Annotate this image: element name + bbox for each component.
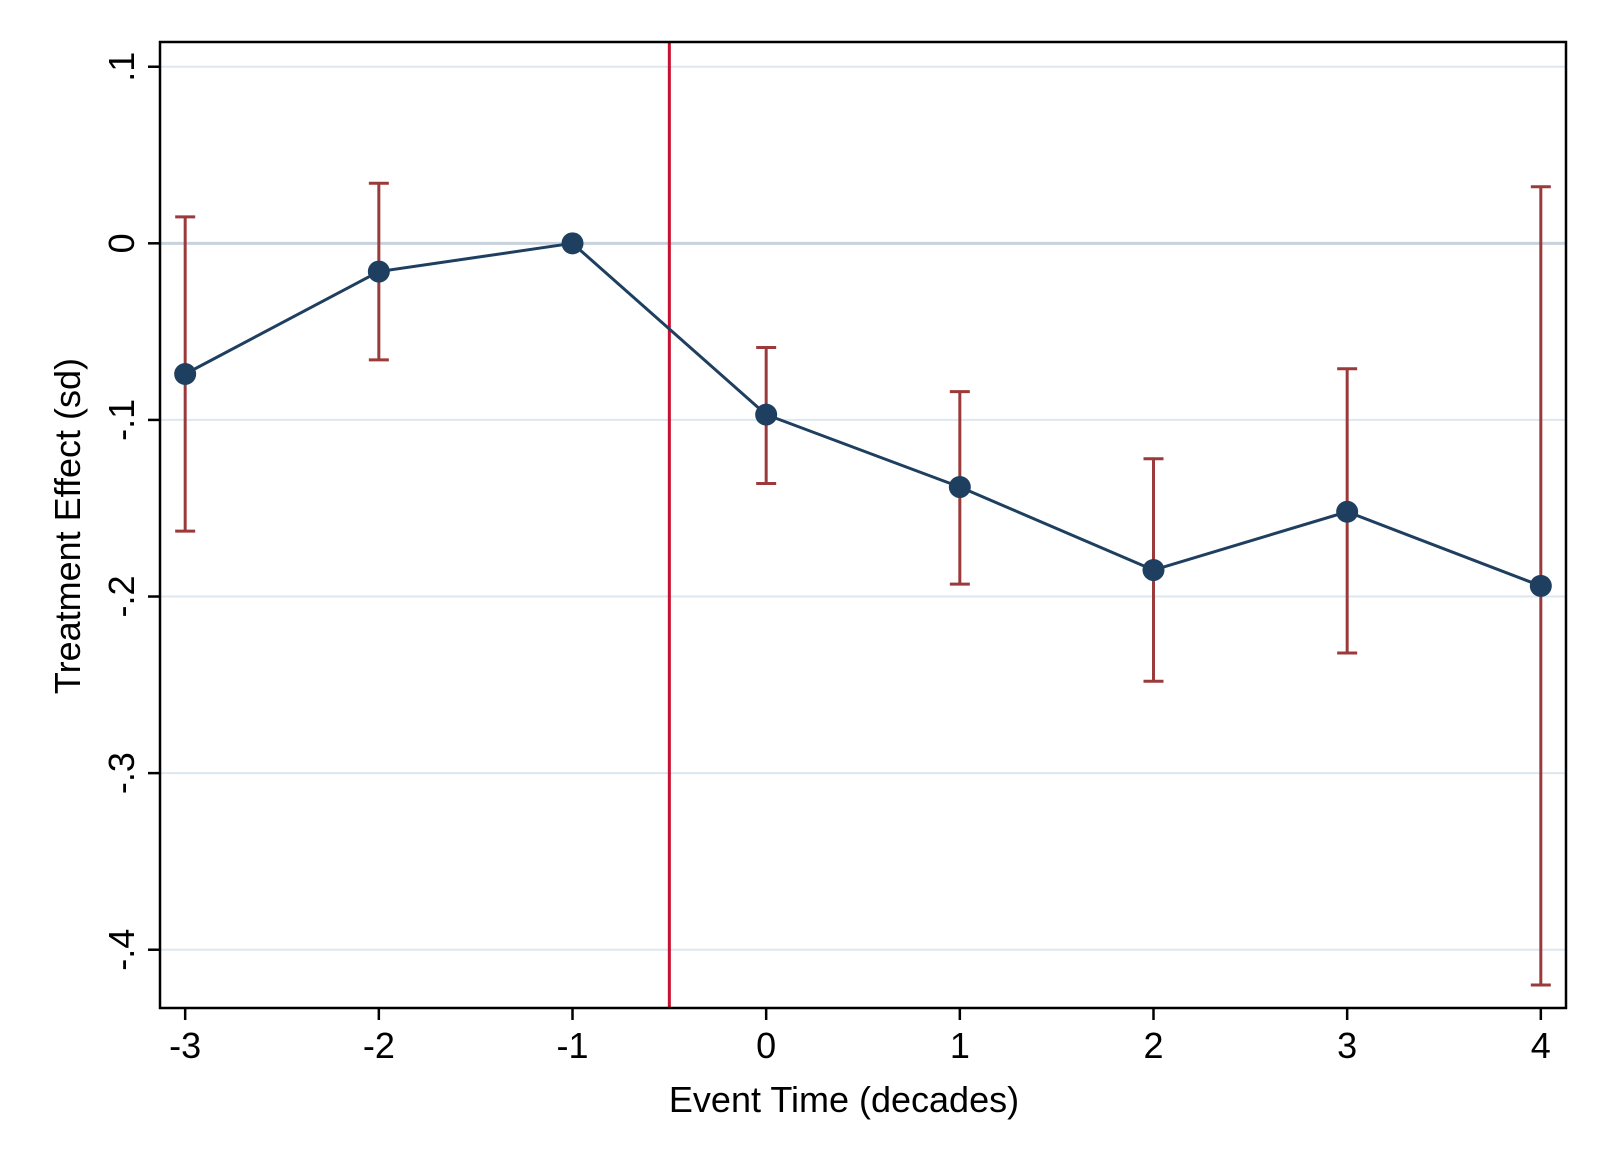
x-tick-label: -3 [169,1025,201,1066]
series-line [184,241,1542,588]
data-point [1529,574,1552,597]
data-point [174,363,197,386]
y-tick-label: -.4 [101,929,142,971]
x-axis-title: Event Time (decades) [669,1079,1019,1120]
plot-frame-layer [158,40,1568,1010]
x-tick-label: 0 [756,1025,776,1066]
x-tick-label: 4 [1531,1025,1551,1066]
data-point [1142,559,1165,582]
x-tick-label: 2 [1143,1025,1163,1066]
x-tick-label: 1 [950,1025,970,1066]
x-tick-label: -1 [556,1025,588,1066]
plot-frame [158,40,1568,1010]
data-point [561,232,584,255]
data-point [755,403,778,426]
data-point [948,476,971,499]
y-axis-title: Treatment Effect (sd) [47,358,88,694]
data-point [1336,500,1359,523]
data-point [367,260,390,283]
y-tick-label: 0 [101,233,142,253]
x-tick-label: -2 [363,1025,395,1066]
x-tick-label: 3 [1337,1025,1357,1066]
y-tick-label: -.3 [101,752,142,794]
y-tick-label: .1 [101,52,142,82]
tick-layer: -3 -2 -1 0 1 2 3 4 .1 0 -.1 -.2 -.3 -.4 [101,52,1551,1066]
series-layer [174,181,1552,987]
y-tick-label: -.1 [101,399,142,441]
y-tick-label: -.2 [101,576,142,618]
grid-layer [160,65,1566,951]
